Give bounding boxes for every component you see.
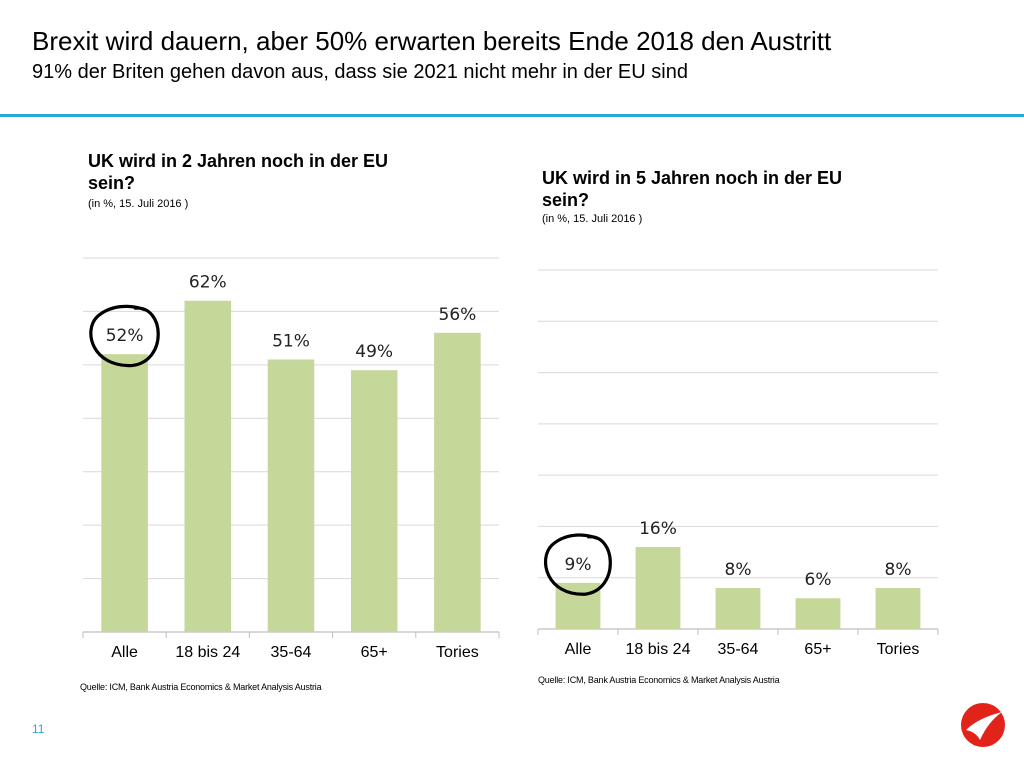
- chart1-category-label-1: Alle: [111, 644, 138, 661]
- chart2-bar-2: [635, 546, 681, 629]
- chart1-bar-4: [350, 370, 398, 632]
- chart1-source: Quelle: ICM, Bank Austria Economics & Ma…: [80, 682, 322, 692]
- chart2-category-label-3: 35-64: [718, 641, 759, 658]
- chart2-category-label-5: Tories: [877, 641, 920, 658]
- chart2-bar-4: [795, 598, 841, 629]
- chart1-highlight-circle: [89, 304, 160, 368]
- chart2-category-label-4: 65+: [804, 641, 831, 658]
- chart1-category-label-3: 35-64: [271, 644, 312, 661]
- chart1-category-label-4: 65+: [361, 644, 388, 661]
- chart1-value-label-5: 56%: [439, 305, 477, 325]
- chart1-value-label-4: 49%: [355, 342, 393, 362]
- chart2-category-label-1: Alle: [565, 641, 592, 658]
- chart1-note: (in %, 15. Juli 2016 ): [88, 198, 189, 210]
- chart1-bar-5: [434, 332, 481, 632]
- chart2-value-label-5: 8%: [885, 560, 912, 580]
- chart2-bar-3: [715, 587, 761, 629]
- chart1-category-label-2: 18 bis 24: [175, 644, 240, 661]
- chart1-value-label-3: 51%: [272, 332, 310, 352]
- unicredit-logo: [961, 703, 1005, 747]
- chart1-value-label-2: 62%: [189, 273, 227, 293]
- chart1-bar-3: [267, 359, 315, 632]
- chart2-source: Quelle: ICM, Bank Austria Economics & Ma…: [538, 675, 780, 685]
- chart2-value-label-4: 6%: [805, 570, 832, 590]
- chart1-value-label-1: 52%: [106, 326, 144, 346]
- header-divider: [0, 114, 1024, 117]
- chart1-bar-1: [101, 354, 148, 632]
- chart1-title: UK wird in 2 Jahren noch in der EU sein?: [88, 151, 389, 193]
- page-number: 11: [32, 722, 45, 736]
- chart1-category-label-5: Tories: [436, 644, 479, 661]
- chart2-note: (in %, 15. Juli 2016 ): [542, 213, 643, 225]
- chart2-bar-5: [875, 587, 921, 629]
- chart2-value-label-3: 8%: [725, 560, 752, 580]
- chart2-value-label-2: 16%: [639, 519, 677, 539]
- slide-subtitle: 91% der Briten gehen davon aus, dass sie…: [32, 61, 688, 83]
- chart2-category-label-2: 18 bis 24: [626, 641, 691, 658]
- chart2-title: UK wird in 5 Jahren noch in der EU sein?: [542, 168, 843, 210]
- slide-title: Brexit wird dauern, aber 50% erwarten be…: [32, 26, 832, 56]
- chart1-bar-2: [184, 300, 232, 632]
- chart2-highlight-circle: [543, 533, 612, 596]
- chart2-value-label-1: 9%: [565, 555, 592, 575]
